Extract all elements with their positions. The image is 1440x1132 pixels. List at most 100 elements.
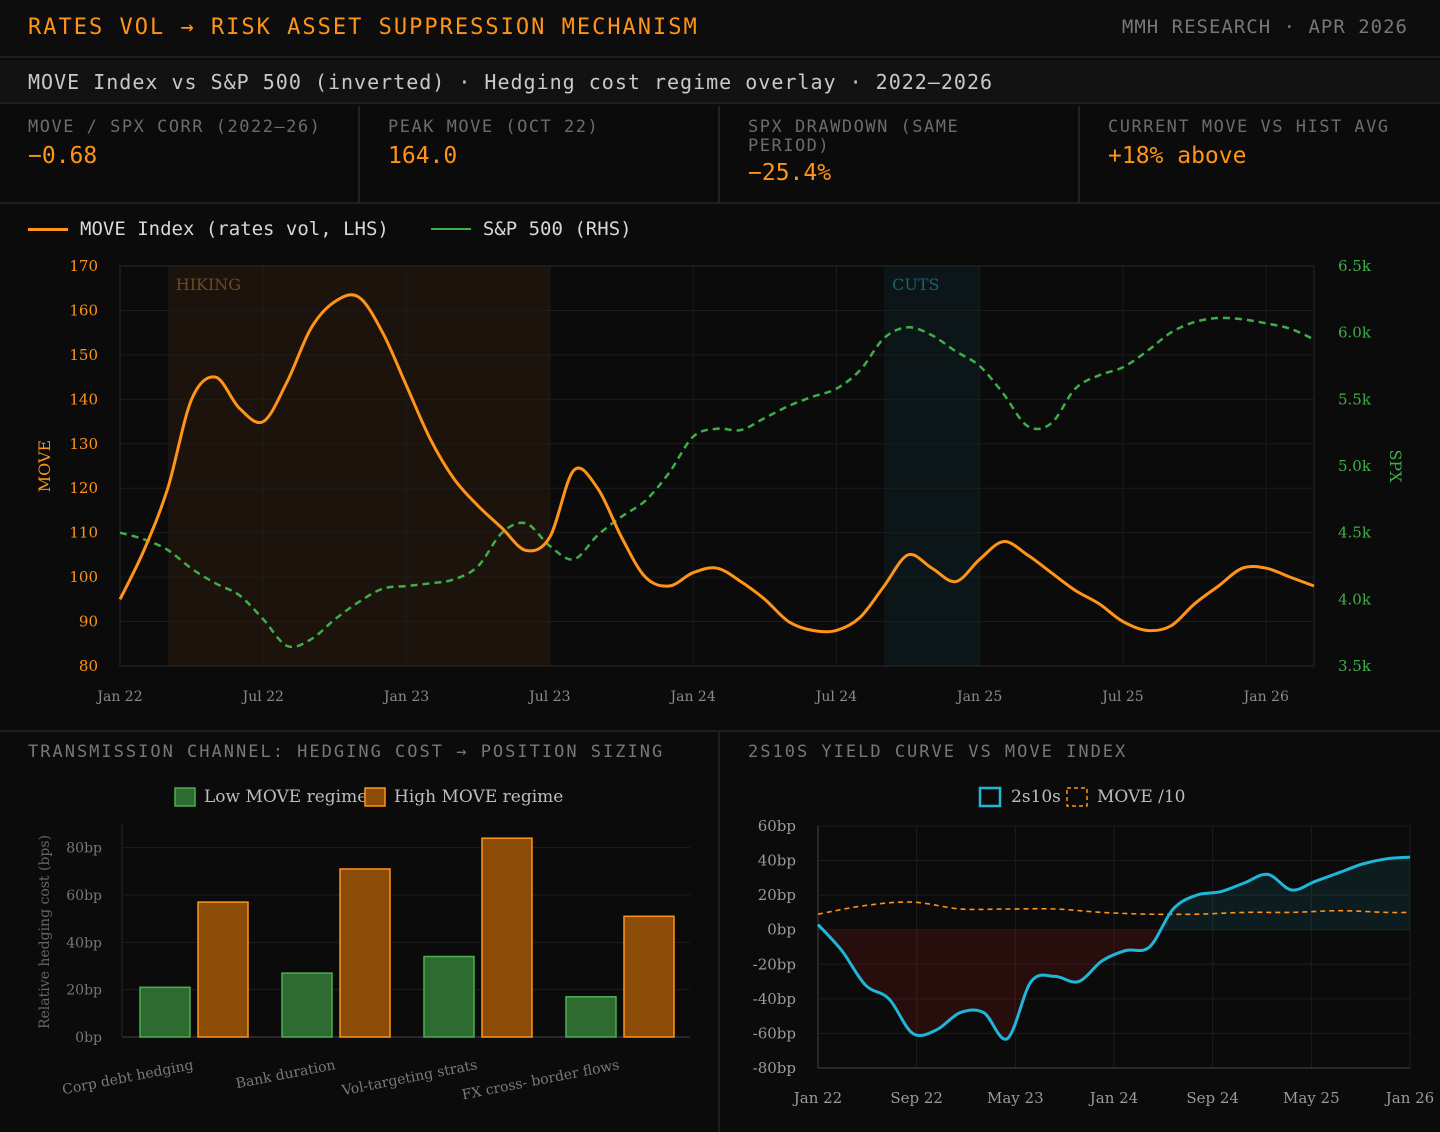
stat-value: 164.0 <box>388 143 458 169</box>
bar-y-tick-label: 40bp <box>66 935 102 951</box>
curve-x-tick-label: Jan 26 <box>1384 1089 1434 1107</box>
legend-spx[interactable]: S&P 500 (RHS) <box>430 218 632 240</box>
y2-tick-label: 3.5k <box>1338 657 1372 675</box>
x-tick-label: Jul 24 <box>814 689 857 705</box>
x-tick-label: Jan 22 <box>95 689 142 705</box>
bar-y-tick-label: 80bp <box>66 841 102 857</box>
x-tick-label: Jan 23 <box>382 689 429 705</box>
y2-tick-label: 4.5k <box>1338 524 1372 542</box>
bar-low-move <box>281 972 333 1038</box>
bar-low-move <box>565 996 617 1038</box>
bar-category-label: Vol-targeting strats <box>340 1057 479 1099</box>
stat-peak-move: PEAK MOVE (OCT 22) 164.0 <box>360 106 720 204</box>
y-tick-label: 90 <box>79 613 98 631</box>
bar-high-move <box>623 915 675 1038</box>
stat-spx-drawdown: SPX DRAWDOWN (SAME PERIOD) −25.4% <box>720 106 1080 204</box>
bar-high-move <box>339 868 391 1038</box>
curve-y-tick-label: 20bp <box>758 886 796 904</box>
inversion-area <box>822 929 1161 1040</box>
y-tick-label: 130 <box>69 435 98 453</box>
transmission-panel-title: TRANSMISSION CHANNEL: HEDGING COST → POS… <box>28 742 665 762</box>
hedging-cost-bar-chart: Low MOVE regime High MOVE regime 0bp 20bp 40… <box>37 787 690 1103</box>
bar-category-label: Bank duration <box>234 1057 336 1092</box>
curve-y-tick-label: -80bp <box>753 1059 796 1077</box>
panel-divider <box>718 732 720 1132</box>
section-divider <box>0 730 1440 732</box>
y-tick-label: 160 <box>69 301 98 319</box>
curve-y-tick-label: -40bp <box>753 990 796 1008</box>
stat-label: PEAK MOVE (OCT 22) <box>388 117 600 137</box>
curve-x-tick-label: Sep 24 <box>1186 1089 1239 1107</box>
y-tick-label: 80 <box>79 657 98 675</box>
page-title: RATES VOL → RISK ASSET SUPPRESSION MECHA… <box>28 15 699 40</box>
legend-spx-label: S&P 500 (RHS) <box>482 218 632 240</box>
y-tick-label: 150 <box>69 346 98 364</box>
curve-y-tick-label: 40bp <box>758 852 796 870</box>
y-tick-label: 170 <box>69 257 98 275</box>
twos-tens-line <box>816 855 1411 1041</box>
legend-move[interactable]: MOVE Index (rates vol, LHS) <box>28 218 389 240</box>
stat-value: −25.4% <box>748 160 832 186</box>
main-chart-legend: MOVE Index (rates vol, LHS) S&P 500 (RHS… <box>28 218 674 240</box>
stat-current-move: CURRENT MOVE VS HIST AVG +18% above <box>1080 106 1440 204</box>
bar-legend-swatch-1 <box>364 787 386 807</box>
bar-y-axis-label: Relative hedging cost (bps) <box>37 835 53 1029</box>
bar-legend-label-0: Low MOVE regime <box>204 787 367 807</box>
curve-y-tick-label: -20bp <box>753 955 796 973</box>
y-tick-label: 120 <box>69 479 98 497</box>
bar-high-move <box>197 901 249 1038</box>
curve-x-tick-label: Sep 22 <box>890 1089 943 1107</box>
brand-date: MMH RESEARCH · APR 2026 <box>1121 16 1408 38</box>
x-tick-label: Jul 25 <box>1100 689 1143 705</box>
curve-x-tick-label: Jan 22 <box>792 1089 842 1107</box>
x-tick-label: Jul 22 <box>241 689 284 705</box>
yield-curve-chart: 2s10s MOVE /10 60bp 40bp 20bp 0bp -20bp -40bp -6… <box>753 786 1434 1107</box>
header-bar: RATES VOL → RISK ASSET SUPPRESSION MECHA… <box>0 0 1440 58</box>
bar-low-move <box>139 986 191 1038</box>
x-tick-label: Jan 26 <box>1242 689 1289 705</box>
move-vs-spx-chart: HIKING CUTS 80 90 100 110 120 130 140 150 160 170 Ja… <box>35 257 1405 705</box>
bar-y-tick-label: 20bp <box>66 983 102 999</box>
legend-move-swatch <box>28 227 68 231</box>
y2-tick-label: 6.0k <box>1338 324 1372 342</box>
plot-area <box>120 266 1314 666</box>
x-tick-label: Jul 23 <box>527 689 570 705</box>
curve-x-tick-label: May 25 <box>1283 1089 1340 1107</box>
curve-legend-label-1: MOVE /10 <box>1097 787 1186 807</box>
legend-move-label: MOVE Index (rates vol, LHS) <box>80 218 389 240</box>
curve-x-tick-label: Jan 24 <box>1088 1089 1138 1107</box>
stats-row: MOVE / SPX CORR (2022–26) −0.68 PEAK MOV… <box>0 106 1440 204</box>
regime-label-hiking: HIKING <box>176 275 241 294</box>
stat-value: +18% above <box>1108 143 1247 169</box>
bar-category-label: Corp debt hedging <box>61 1057 195 1098</box>
y-tick-label: 100 <box>69 568 98 586</box>
y2-tick-label: 4.0k <box>1338 590 1372 608</box>
y2-tick-label: 5.5k <box>1338 390 1372 408</box>
regime-band-cuts <box>884 266 980 666</box>
stat-correlation: MOVE / SPX CORR (2022–26) −0.68 <box>0 106 360 204</box>
legend-spx-swatch <box>430 228 471 230</box>
curve-legend-swatch-1 <box>1066 787 1088 807</box>
bar-y-tick-label: 60bp <box>66 888 102 904</box>
yield-curve-panel-title: 2S10S YIELD CURVE VS MOVE INDEX <box>748 742 1128 762</box>
move-div10-line <box>817 901 1411 916</box>
x-tick-label: Jan 24 <box>668 689 715 705</box>
bar-high-move <box>481 837 533 1038</box>
subtitle-bar: MOVE Index vs S&P 500 (inverted) · Hedgi… <box>0 60 1440 104</box>
bar-legend-swatch-0 <box>174 787 196 807</box>
y-tick-label: 140 <box>69 390 98 408</box>
stat-label: MOVE / SPX CORR (2022–26) <box>28 117 322 137</box>
y-axis-label: MOVE <box>35 440 54 492</box>
y2-tick-label: 5.0k <box>1338 457 1372 475</box>
x-tick-label: Jan 25 <box>955 689 1002 705</box>
y2-tick-label: 6.5k <box>1338 257 1372 275</box>
bar-category-label: FX cross- border flows <box>461 1057 621 1103</box>
y-tick-label: 110 <box>69 524 98 542</box>
spx-line <box>119 316 1315 649</box>
bar-low-move <box>423 955 475 1038</box>
curve-x-tick-label: May 23 <box>987 1089 1044 1107</box>
curve-y-tick-label: 0bp <box>767 921 796 939</box>
stat-label: CURRENT MOVE VS HIST AVG <box>1108 117 1390 137</box>
regime-band-hiking <box>167 266 550 666</box>
regime-label-cuts: CUTS <box>892 275 939 294</box>
